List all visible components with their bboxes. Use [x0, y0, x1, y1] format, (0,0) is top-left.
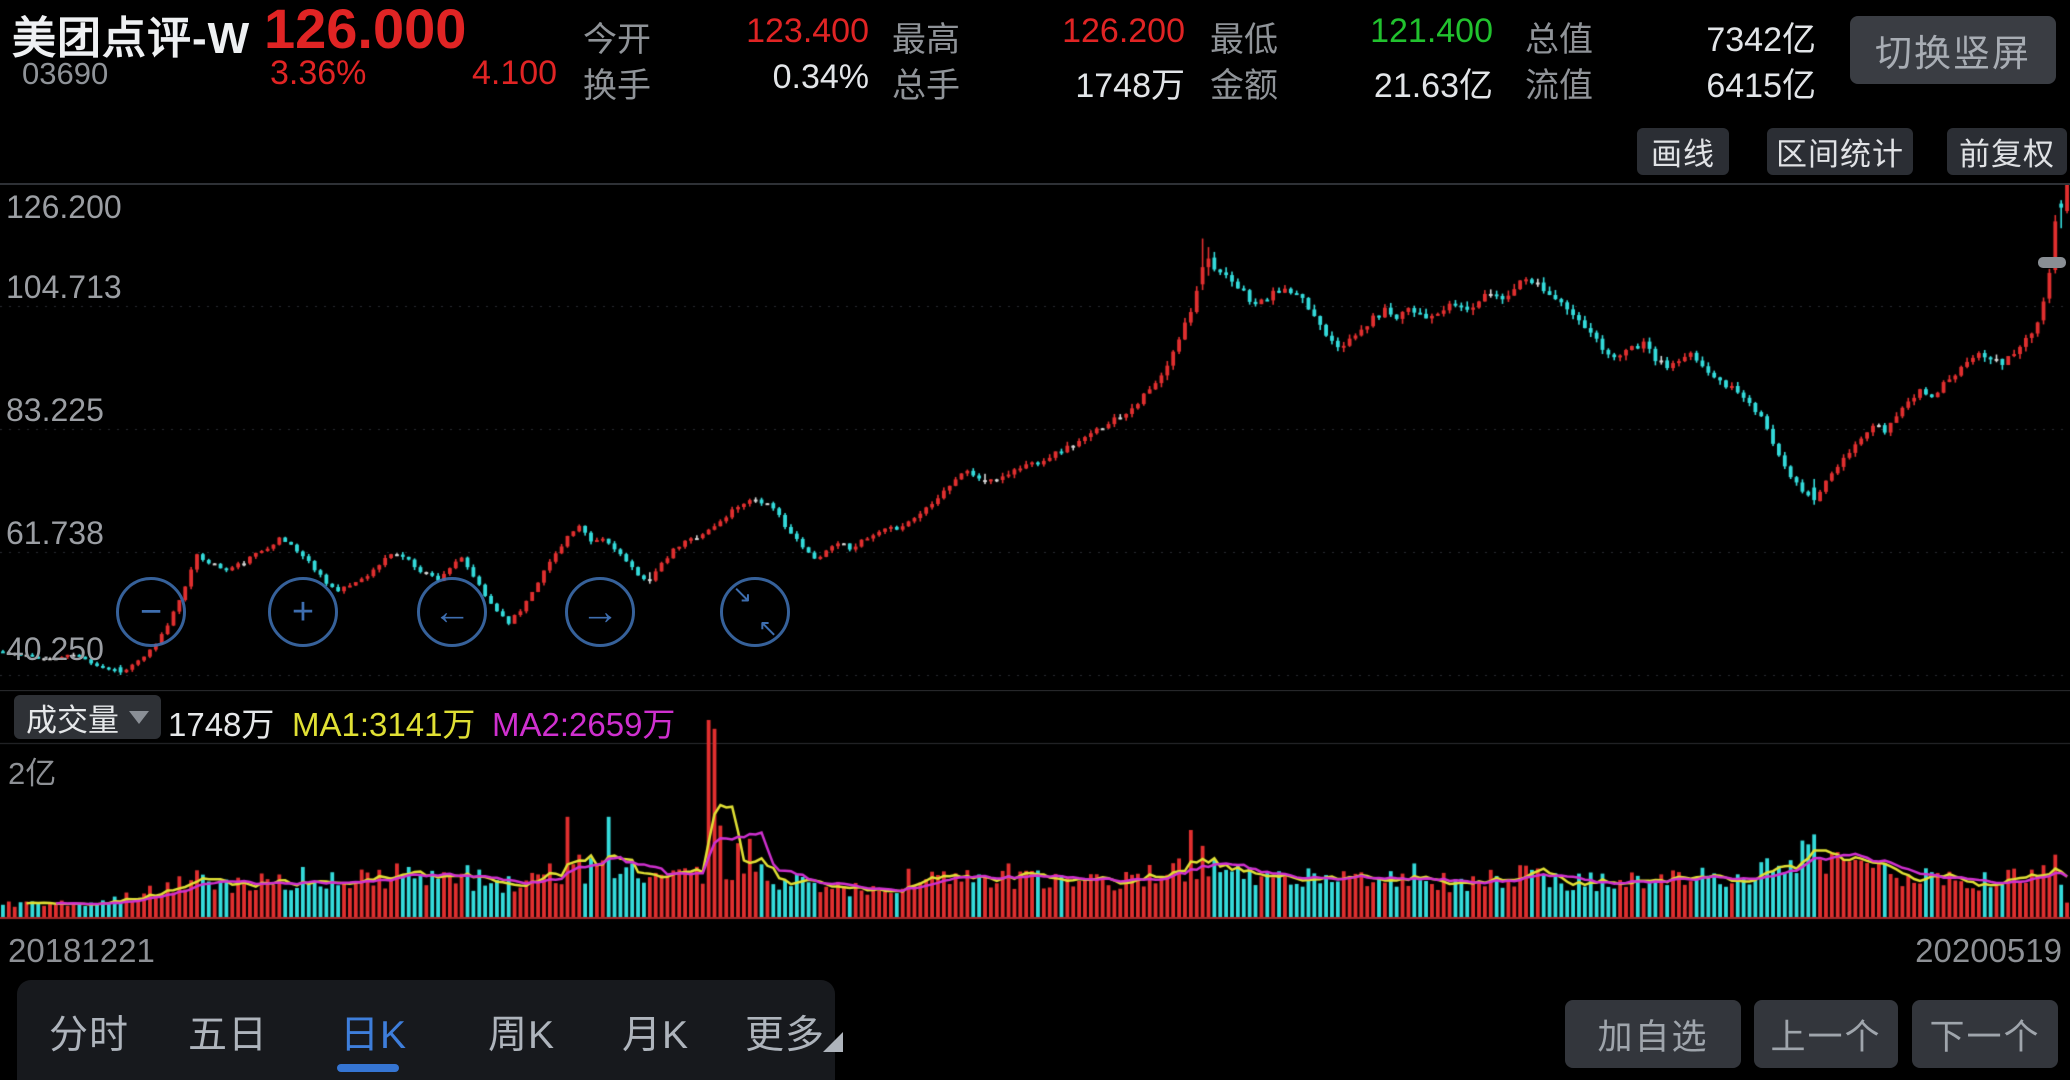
price-axis-label: 126.200	[6, 189, 122, 225]
stat-value: 121.400	[1370, 12, 1493, 50]
collapse-icon: ↖	[757, 615, 778, 642]
stat-label: 总值	[1525, 21, 1593, 59]
draw-line-button[interactable]: 画线	[1637, 128, 1729, 175]
zoom-out-button[interactable]: −	[116, 577, 186, 647]
price-axis-label: 104.713	[6, 269, 122, 305]
add-watchlist-button[interactable]: 加自选	[1565, 1000, 1741, 1068]
end-date: 20200519	[1915, 932, 2062, 969]
price-axis-label: 40.250	[6, 631, 104, 667]
stock-code: 03690	[22, 56, 109, 91]
adjust-mode-button[interactable]: 前复权	[1947, 128, 2067, 175]
stat-value: 123.400	[746, 12, 869, 50]
stat-value: 1748万	[1075, 67, 1185, 105]
chevron-down-icon	[129, 710, 149, 724]
range-stats-button[interactable]: 区间统计	[1767, 128, 1913, 175]
chart-right-marker	[2038, 257, 2066, 268]
tab-monthly-k[interactable]: 月K	[622, 1014, 690, 1057]
collapse-icon: ↘	[732, 581, 753, 608]
volume-current-value: 1748万	[168, 706, 275, 743]
stat-label: 今开	[583, 21, 651, 59]
tab-weekly-k[interactable]: 周K	[488, 1014, 556, 1057]
minus-icon: −	[139, 591, 163, 633]
start-date: 20181221	[8, 932, 155, 969]
stat-value: 6415亿	[1706, 67, 1816, 105]
next-stock-button[interactable]: 下一个	[1912, 1000, 2058, 1068]
change-amount: 4.100	[472, 54, 558, 92]
kline-chart-area[interactable]: 126.200 104.713 83.225 61.738 40.250 − +…	[0, 183, 2070, 692]
stat-label: 流值	[1525, 67, 1593, 105]
volume-indicator-selector[interactable]: 成交量	[14, 695, 161, 739]
volume-header-row: 成交量 1748万 MA1:3141万 MA2:2659万	[0, 690, 2070, 743]
volume-canvas[interactable]	[0, 690, 2070, 925]
plus-icon: +	[291, 591, 315, 633]
tab-5day[interactable]: 五日	[188, 1014, 269, 1057]
fit-chart-button[interactable]: ↘ ↖	[720, 577, 790, 647]
left-arrow-icon: ←	[433, 591, 471, 633]
last-price: 126.000	[264, 0, 467, 60]
active-tab-underline	[337, 1064, 399, 1072]
stat-label: 最高	[892, 21, 960, 59]
zoom-in-button[interactable]: +	[268, 577, 338, 647]
tab-more[interactable]: 更多	[745, 1014, 826, 1057]
price-axis-label: 83.225	[6, 392, 104, 428]
stat-label: 金额	[1210, 67, 1278, 105]
stat-value: 7342亿	[1706, 21, 1816, 59]
corner-triangle-icon	[823, 1032, 843, 1052]
period-tab-bar: 分时 五日 日K 周K 月K 更多	[17, 980, 843, 1080]
stat-label: 最低	[1210, 21, 1278, 59]
volume-ma1-value: MA1:3141万	[292, 706, 476, 743]
stat-value: 126.200	[1062, 12, 1185, 50]
stat-value: 21.63亿	[1373, 67, 1493, 105]
kline-canvas[interactable]	[0, 185, 2070, 692]
rotate-screen-button[interactable]: 切换竖屏	[1850, 16, 2056, 84]
pan-left-button[interactable]: ←	[417, 577, 487, 647]
tab-minute[interactable]: 分时	[49, 1014, 130, 1057]
price-axis-label: 61.738	[6, 515, 104, 551]
tab-daily-k[interactable]: 日K	[340, 1014, 408, 1057]
volume-ma2-value: MA2:2659万	[492, 706, 676, 743]
volume-selector-label: 成交量	[26, 702, 119, 738]
volume-scale-label: 2亿	[8, 756, 57, 791]
stat-label: 换手	[583, 67, 651, 105]
stat-label: 总手	[892, 67, 960, 105]
right-arrow-icon: →	[581, 591, 619, 633]
change-percent: 3.36%	[270, 54, 367, 92]
previous-stock-button[interactable]: 上一个	[1754, 1000, 1898, 1068]
stock-name: 美团点评-W	[12, 14, 251, 63]
stat-value: 0.34%	[772, 58, 869, 96]
pan-right-button[interactable]: →	[565, 577, 635, 647]
